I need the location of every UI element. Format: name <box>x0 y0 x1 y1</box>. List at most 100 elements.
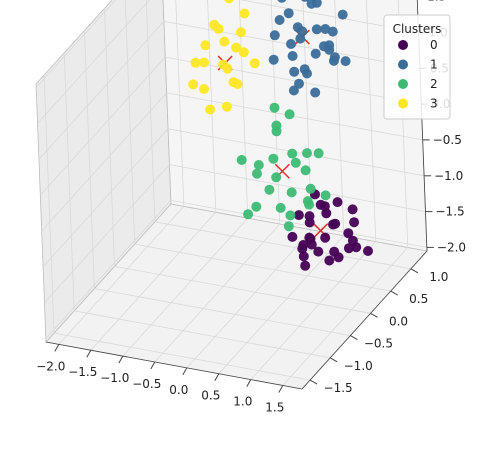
grid-line-z <box>166 92 423 141</box>
point-cluster-2 <box>253 160 264 170</box>
point-cluster-0 <box>343 243 354 254</box>
x-tick-label: 0.5 <box>201 389 220 403</box>
grid-line-x <box>334 0 345 236</box>
grid-line-z <box>169 164 426 212</box>
point-cluster-0 <box>293 210 304 221</box>
point-cluster-3 <box>224 0 234 4</box>
grid-line-x <box>175 0 185 207</box>
grid-line-z <box>45 200 172 339</box>
z-tick-label: −2.0 <box>437 240 466 254</box>
grid-line-z <box>40 56 166 196</box>
grid-line-y <box>43 75 55 334</box>
point-cluster-1 <box>274 15 285 25</box>
x-tick-mark <box>150 361 156 370</box>
point-cluster-0 <box>298 251 309 262</box>
point-cluster-2 <box>271 172 282 183</box>
grid-line-z <box>42 128 169 268</box>
grid-line-x <box>58 206 185 345</box>
point-cluster-2 <box>271 120 282 131</box>
point-cluster-2 <box>300 165 311 176</box>
y-axis-line <box>301 250 428 390</box>
point-cluster-2 <box>252 168 262 179</box>
x-tick-label: 0.0 <box>169 383 188 397</box>
point-cluster-1 <box>337 9 348 20</box>
x-tick-label: −0.5 <box>132 377 161 391</box>
grid-line-z <box>44 164 170 303</box>
grid-line-y <box>94 288 351 336</box>
point-cluster-2 <box>283 221 294 232</box>
point-cluster-2 <box>251 201 262 212</box>
point-cluster-0 <box>328 219 338 230</box>
point-cluster-2 <box>286 187 297 198</box>
x-tick-mark <box>86 349 92 358</box>
point-cluster-1 <box>283 8 294 19</box>
point-cluster-1 <box>301 0 309 2</box>
y-tick-mark <box>329 357 338 363</box>
centroid-stroke <box>313 223 329 239</box>
point-cluster-1 <box>297 26 308 37</box>
point-cluster-1 <box>288 85 299 96</box>
legend-marker-2 <box>398 79 408 89</box>
legend-marker-0 <box>398 40 408 50</box>
point-cluster-0 <box>363 246 373 256</box>
point-cluster-2 <box>290 157 301 168</box>
point-cluster-2 <box>275 202 286 213</box>
x-tick-mark <box>182 367 188 376</box>
grid-line-y <box>84 30 95 289</box>
point-cluster-1 <box>324 40 335 51</box>
y-tick-label: −1.0 <box>344 359 373 373</box>
point-cluster-0 <box>313 246 324 257</box>
legend-label-0: 0 <box>430 38 438 52</box>
point-cluster-0 <box>319 201 330 212</box>
grid-line-x <box>218 235 345 374</box>
point-cluster-1 <box>269 30 280 41</box>
point-cluster-2 <box>287 148 298 159</box>
x-tick-label: −1.5 <box>68 365 97 379</box>
grid-line-z <box>38 21 165 160</box>
x-tick-mark <box>118 355 124 364</box>
y-tick-label: 0.0 <box>389 314 408 328</box>
x-tick-label: 1.5 <box>265 401 284 415</box>
z-tick-label: 1.5 <box>427 0 446 4</box>
y-tick-label: −0.5 <box>364 337 393 351</box>
point-cluster-3 <box>222 63 233 74</box>
point-cluster-0 <box>347 204 358 215</box>
left-pane <box>35 0 172 343</box>
x-tick-mark <box>246 379 252 387</box>
point-cluster-1 <box>327 26 338 37</box>
grid-line-x <box>366 0 377 242</box>
y-tick-mark <box>350 335 358 341</box>
point-cluster-1 <box>311 24 322 35</box>
grid-line-x <box>90 211 217 351</box>
point-cluster-0 <box>349 217 360 228</box>
point-cluster-2 <box>236 155 247 165</box>
point-cluster-1 <box>268 54 279 65</box>
back-pane <box>162 0 428 252</box>
z-tick-label: −1.5 <box>436 205 465 219</box>
grid-line-y <box>124 0 136 245</box>
point-cluster-2 <box>268 153 279 164</box>
grid-line-y <box>63 52 75 311</box>
point-cluster-1 <box>302 68 312 79</box>
point-cluster-3 <box>199 57 209 68</box>
grid-line-y <box>154 221 411 270</box>
point-cluster-3 <box>200 40 211 51</box>
point-cluster-1 <box>320 24 331 34</box>
point-cluster-2 <box>284 109 295 120</box>
point-cluster-1 <box>289 66 300 77</box>
point-cluster-0 <box>347 235 358 246</box>
point-cluster-1 <box>277 0 287 3</box>
point-cluster-1 <box>286 39 296 49</box>
point-cluster-1 <box>310 87 321 98</box>
legend-marker-1 <box>398 59 408 70</box>
point-cluster-1 <box>310 48 321 59</box>
point-cluster-0 <box>343 228 354 239</box>
point-cluster-1 <box>287 51 298 61</box>
point-cluster-1 <box>329 52 340 63</box>
data-points <box>188 0 373 271</box>
y-tick-label: 1.0 <box>429 270 448 284</box>
grid-line-y <box>104 8 115 267</box>
point-cluster-3 <box>221 101 232 112</box>
x-tick-label: −2.0 <box>36 359 65 373</box>
